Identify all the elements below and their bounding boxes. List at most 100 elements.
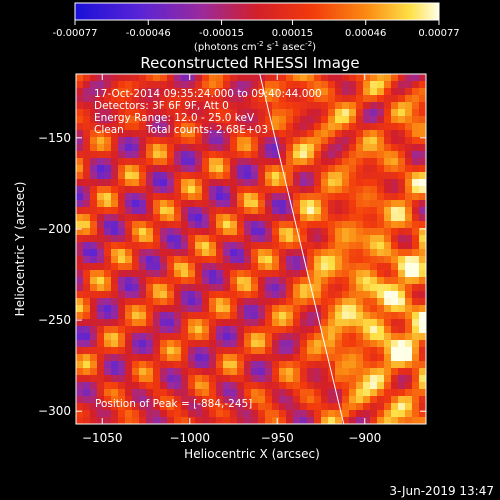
colorbar-units: (photons cm-2 s-1 asec-2) (194, 40, 316, 53)
heatmap-cell (209, 368, 217, 376)
heatmap-cell (258, 361, 266, 369)
heatmap-cell (83, 179, 91, 187)
heatmap-cell (216, 312, 224, 320)
heatmap-cell (195, 340, 203, 348)
heatmap-cell (321, 312, 329, 320)
heatmap-cell (321, 109, 329, 117)
x-tick-label: −1050 (82, 431, 123, 445)
heatmap-cell (104, 221, 112, 229)
heatmap-cell (97, 144, 105, 152)
heatmap-cell (209, 305, 217, 313)
heatmap-cell (307, 235, 315, 243)
heatmap-cell (405, 235, 413, 243)
heatmap-cell (342, 263, 350, 271)
heatmap-cell (328, 109, 336, 117)
heatmap-cell (125, 109, 133, 117)
heatmap-cell (153, 319, 161, 327)
heatmap-cell (160, 88, 168, 96)
heatmap-cell (230, 256, 238, 264)
heatmap-cell (97, 102, 105, 110)
heatmap-cell (419, 270, 426, 278)
heatmap-cell (216, 235, 224, 243)
heatmap-cell (90, 396, 98, 404)
heatmap-cell (118, 179, 126, 187)
heatmap-cell (139, 403, 147, 411)
heatmap-cell (398, 396, 406, 404)
heatmap-cell (139, 417, 147, 424)
heatmap-cell (139, 242, 147, 250)
annotation-time-range: 17-Oct-2014 09:35:24.000 to 09:40:44.000 (94, 88, 322, 100)
heatmap-cell (384, 340, 392, 348)
heatmap-cell (405, 102, 413, 110)
heatmap-cell (279, 389, 287, 397)
heatmap-cell (118, 277, 126, 285)
heatmap-cell (132, 158, 140, 166)
heatmap-cell (139, 123, 147, 131)
heatmap-cell (90, 319, 98, 327)
heatmap-cell (188, 326, 196, 334)
heatmap-cell (258, 249, 266, 257)
heatmap-cell (146, 263, 154, 271)
heatmap-cell (111, 326, 119, 334)
heatmap-cell (342, 403, 350, 411)
heatmap-cell (349, 326, 357, 334)
heatmap-cell (314, 403, 322, 411)
heatmap-cell (132, 326, 140, 334)
heatmap-cell (174, 172, 182, 180)
heatmap-cell (139, 410, 147, 418)
heatmap-cell (328, 403, 336, 411)
heatmap-cell (181, 221, 189, 229)
heatmap-cell (104, 172, 112, 180)
heatmap-cell (405, 130, 413, 138)
annotation-peak: Position of Peak = [-884,-245] (95, 398, 252, 410)
y-axis-label: Heliocentric Y (arcsec) (13, 182, 27, 317)
heatmap-cell (83, 340, 91, 348)
heatmap-cell (412, 270, 420, 278)
heatmap-cell (195, 165, 203, 173)
heatmap-cell (335, 326, 343, 334)
heatmap-cell (363, 270, 371, 278)
heatmap-cell (230, 221, 238, 229)
heatmap-cell (202, 179, 210, 187)
heatmap-cell (237, 235, 245, 243)
heatmap-cell (258, 151, 266, 159)
heatmap-cell (356, 347, 364, 355)
heatmap-cell (314, 81, 322, 89)
heatmap-cell (174, 74, 182, 82)
heatmap-cell (195, 81, 203, 89)
heatmap-cell (230, 319, 238, 327)
heatmap-cell (293, 291, 301, 299)
heatmap-cell (321, 158, 329, 166)
heatmap-cell (251, 298, 259, 306)
heatmap-cell (377, 389, 385, 397)
heatmap-cell (412, 256, 420, 264)
heatmap-cell (167, 102, 175, 110)
heatmap-cell (265, 158, 273, 166)
heatmap-cell (363, 109, 371, 117)
heatmap-cell (223, 382, 231, 390)
heatmap-cell (216, 242, 224, 250)
heatmap-cell (160, 179, 168, 187)
heatmap-cell (391, 88, 399, 96)
heatmap-cell (370, 235, 378, 243)
heatmap-cell (363, 375, 371, 383)
heatmap-cell (349, 221, 357, 229)
heatmap-cell (188, 221, 196, 229)
heatmap-cell (398, 95, 406, 103)
heatmap-cell (419, 165, 426, 173)
heatmap-cell (237, 200, 245, 208)
heatmap-cell (237, 382, 245, 390)
heatmap-cell (202, 158, 210, 166)
heatmap-cell (76, 207, 84, 215)
heatmap-cell (349, 116, 357, 124)
heatmap-cell (167, 95, 175, 103)
heatmap-cell (223, 179, 231, 187)
heatmap-cell (216, 95, 224, 103)
heatmap-cell (244, 214, 252, 222)
heatmap-cell (321, 74, 329, 82)
heatmap-cell (146, 284, 154, 292)
heatmap-cell (356, 193, 364, 201)
heatmap-cell (97, 382, 105, 390)
heatmap-cell (209, 417, 217, 424)
